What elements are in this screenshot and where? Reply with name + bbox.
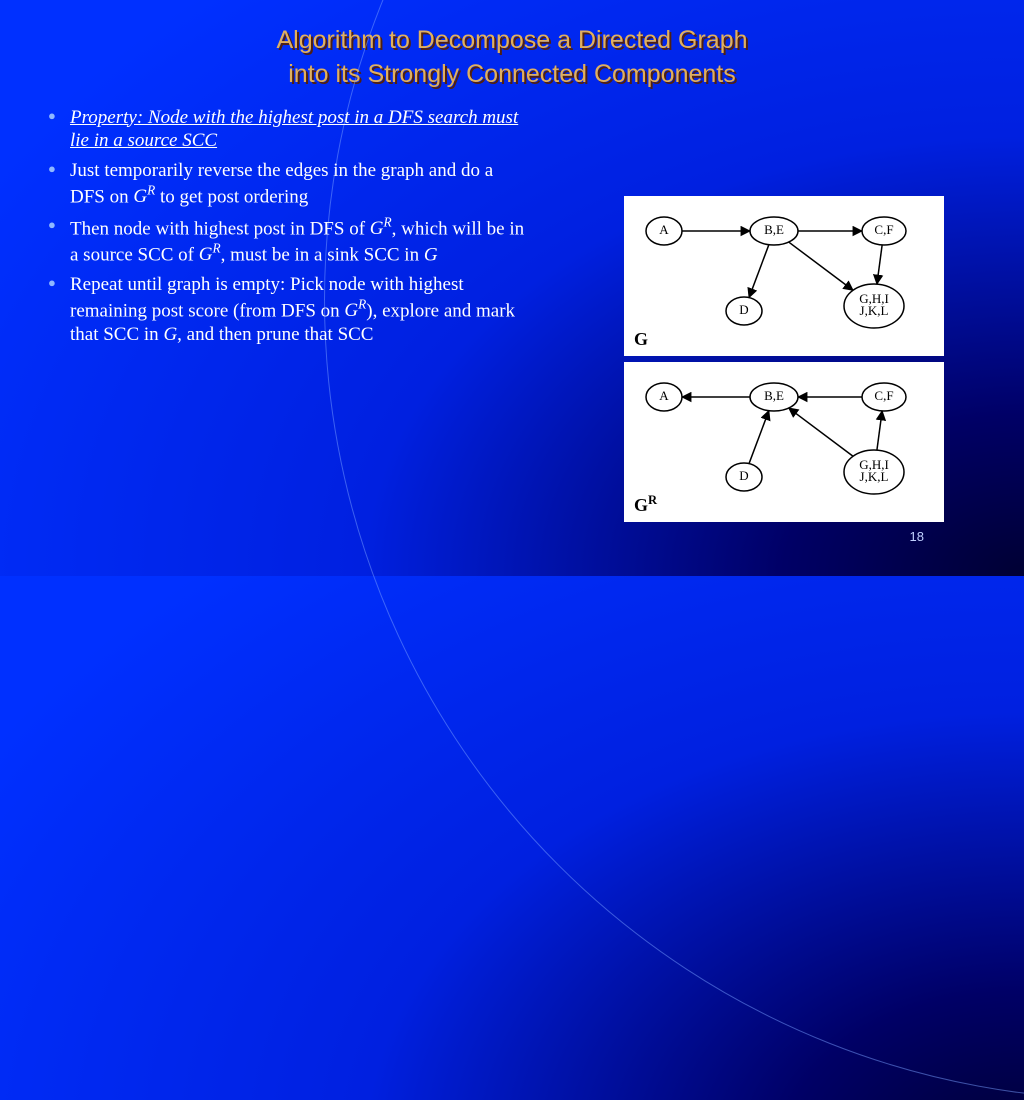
bullet-item: Then node with highest post in DFS of GR…	[48, 215, 528, 267]
diagram-column: AB,EC,FDG,H,IJ,K,L G AB,EC,FDG,H,IJ,K,L …	[548, 106, 1004, 522]
edge	[877, 410, 882, 449]
edge	[877, 244, 882, 283]
edge	[789, 242, 853, 290]
title-line-2: into its Strongly Connected Components	[0, 58, 1024, 92]
graph-node-label: A	[659, 221, 669, 236]
graph-node-label: D	[739, 301, 748, 316]
bullet-item: Just temporarily reverse the edges in th…	[48, 159, 528, 209]
graph-panel-g: AB,EC,FDG,H,IJ,K,L G	[624, 196, 944, 356]
bullet-item: Property: Node with the highest post in …	[48, 106, 528, 154]
edge	[749, 244, 769, 297]
graph-node-label: B,E	[764, 221, 784, 236]
graph-node-label: D	[739, 467, 748, 482]
bullet-item: Repeat until graph is empty: Pick node w…	[48, 273, 528, 347]
slide-title: Algorithm to Decompose a Directed Graph …	[0, 0, 1024, 92]
graph-node-label: J,K,L	[860, 468, 889, 483]
graph-label-gr: GR	[634, 493, 657, 516]
graph-panel-gr: AB,EC,FDG,H,IJ,K,L GR	[624, 362, 944, 522]
bullet-list: Property: Node with the highest post in …	[48, 106, 528, 522]
title-line-1: Algorithm to Decompose a Directed Graph	[0, 24, 1024, 58]
graph-node-label: A	[659, 387, 669, 402]
graph-node-label: B,E	[764, 387, 784, 402]
graph-label-g: G	[634, 329, 648, 350]
edge	[749, 410, 769, 463]
edge	[789, 408, 853, 456]
graph-node-label: C,F	[874, 387, 893, 402]
graph-node-label: J,K,L	[860, 302, 889, 317]
page-number: 18	[910, 529, 924, 544]
graph-node-label: C,F	[874, 221, 893, 236]
